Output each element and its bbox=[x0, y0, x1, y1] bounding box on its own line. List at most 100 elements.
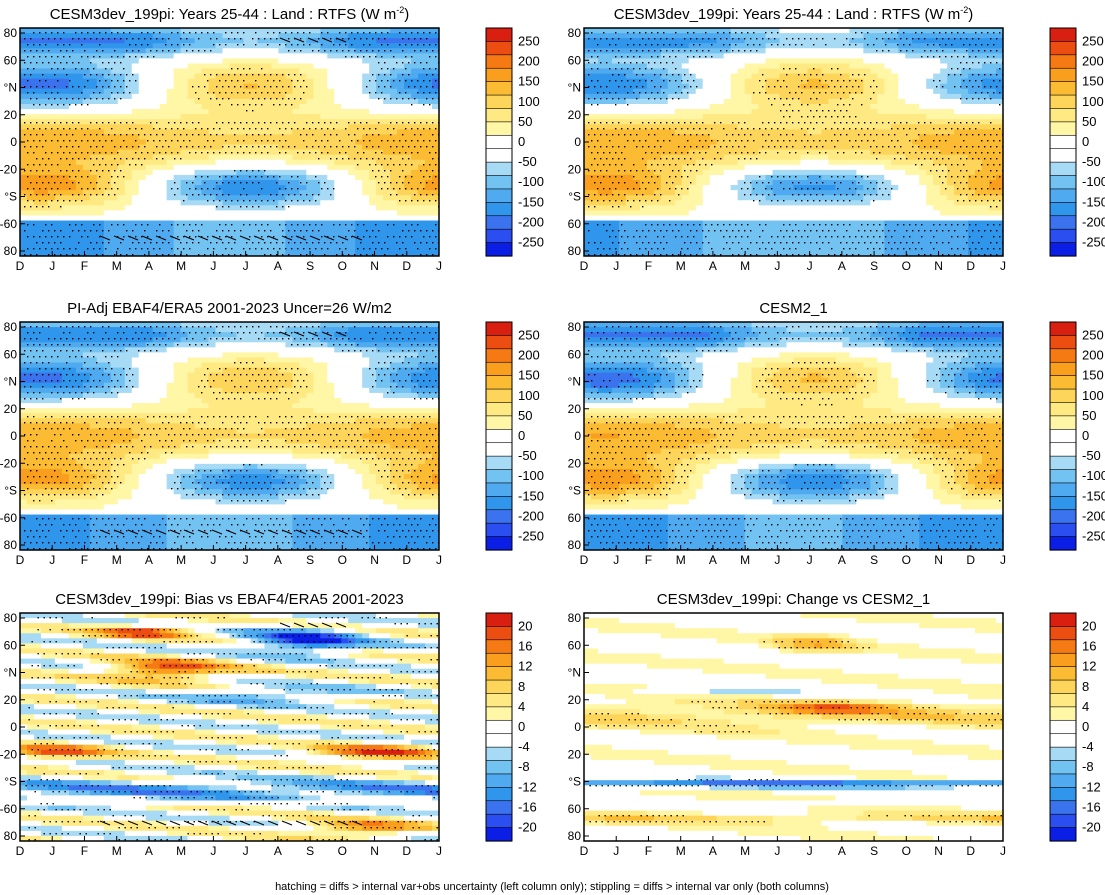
stipple-dot bbox=[36, 62, 38, 64]
stipple-dot bbox=[24, 254, 26, 256]
stipple-dot bbox=[153, 32, 155, 34]
stipple-dot bbox=[285, 200, 287, 202]
heatmap-cell bbox=[124, 134, 133, 141]
heatmap-cell bbox=[926, 58, 934, 65]
heatmap-cell bbox=[187, 48, 196, 54]
heatmap-cell bbox=[208, 104, 217, 110]
stipple-dot bbox=[414, 38, 416, 40]
heatmap-cell bbox=[723, 78, 732, 85]
heatmap-cell bbox=[159, 98, 168, 105]
heatmap-cell bbox=[905, 43, 913, 49]
heatmap-cell bbox=[257, 33, 266, 39]
stipple-dot bbox=[78, 86, 80, 88]
stipple-dot bbox=[294, 146, 296, 148]
heatmap-cell bbox=[653, 78, 662, 85]
heatmap-cell bbox=[751, 53, 760, 59]
heatmap-cell bbox=[124, 190, 133, 196]
heatmap-cell bbox=[229, 104, 238, 110]
heatmap-cell bbox=[89, 33, 98, 39]
stipple-dot bbox=[180, 242, 182, 244]
heatmap-cell bbox=[348, 129, 356, 135]
heatmap-cell bbox=[89, 134, 98, 141]
heatmap-cell bbox=[117, 149, 126, 156]
heatmap-cell bbox=[243, 129, 252, 135]
heatmap-cell bbox=[26, 169, 35, 176]
heatmap-cell bbox=[320, 78, 328, 85]
heatmap-cell bbox=[989, 58, 997, 65]
heatmap-cell bbox=[327, 104, 335, 110]
heatmap-cell bbox=[208, 109, 217, 115]
heatmap-cell bbox=[716, 68, 725, 75]
stipple-dot bbox=[372, 158, 374, 160]
heatmap-cell bbox=[138, 139, 147, 146]
heatmap-cell bbox=[898, 53, 906, 59]
heatmap-cell bbox=[187, 174, 196, 181]
heatmap-cell bbox=[618, 43, 627, 49]
heatmap-cell bbox=[152, 139, 161, 146]
heatmap-cell bbox=[208, 200, 217, 206]
stipple-dot bbox=[33, 104, 35, 106]
heatmap-cell bbox=[96, 174, 105, 181]
heatmap-cell bbox=[432, 124, 439, 130]
heatmap-cell bbox=[744, 83, 753, 90]
heatmap-cell bbox=[390, 205, 398, 211]
heatmap-cell bbox=[313, 240, 321, 247]
heatmap-cell bbox=[54, 83, 63, 90]
heatmap-cell bbox=[264, 235, 272, 242]
heatmap-cell bbox=[138, 220, 147, 227]
stipple-dot bbox=[300, 230, 302, 232]
heatmap-cell bbox=[299, 169, 307, 176]
heatmap-cell bbox=[89, 180, 98, 186]
heatmap-cell bbox=[404, 109, 412, 115]
heatmap-cell bbox=[82, 180, 91, 186]
heatmap-cell bbox=[425, 154, 433, 161]
heatmap-cell bbox=[411, 33, 419, 39]
heatmap-cell bbox=[131, 129, 140, 135]
heatmap-cell bbox=[362, 195, 370, 201]
heatmap-cell bbox=[82, 169, 91, 176]
heatmap-cell bbox=[194, 149, 203, 156]
heatmap-cell bbox=[404, 43, 412, 49]
heatmap-cell bbox=[884, 58, 892, 65]
heatmap-cell bbox=[919, 38, 927, 44]
heatmap-cell bbox=[124, 220, 133, 227]
stipple-dot bbox=[369, 44, 371, 46]
stipple-dot bbox=[117, 164, 119, 166]
heatmap-cell bbox=[229, 78, 238, 85]
heatmap-cell bbox=[404, 154, 412, 161]
heatmap-cell bbox=[264, 185, 272, 191]
stipple-dot bbox=[435, 44, 437, 46]
heatmap-cell bbox=[257, 58, 266, 65]
stipple-dot bbox=[312, 146, 314, 148]
heatmap-cell bbox=[96, 139, 105, 146]
heatmap-cell bbox=[376, 98, 384, 105]
stipple-dot bbox=[177, 248, 179, 250]
heatmap-cell bbox=[257, 98, 266, 105]
heatmap-cell bbox=[299, 240, 307, 247]
stipple-dot bbox=[117, 152, 119, 154]
stipple-dot bbox=[27, 248, 29, 250]
stipple-dot bbox=[81, 92, 83, 94]
heatmap-cell bbox=[26, 210, 35, 217]
heatmap-cell bbox=[404, 119, 412, 125]
stipple-dot bbox=[345, 152, 347, 154]
stipple-dot bbox=[300, 98, 302, 100]
heatmap-cell bbox=[954, 73, 962, 80]
heatmap-cell bbox=[919, 33, 927, 39]
heatmap-cell bbox=[117, 164, 126, 171]
heatmap-cell bbox=[625, 83, 634, 90]
heatmap-cell bbox=[152, 195, 161, 201]
heatmap-cell bbox=[334, 154, 342, 161]
heatmap-cell bbox=[138, 185, 147, 191]
heatmap-cell bbox=[912, 38, 920, 44]
heatmap-cell bbox=[891, 78, 899, 85]
heatmap-cell bbox=[926, 68, 934, 75]
heatmap-cell bbox=[611, 68, 620, 75]
heatmap-cell bbox=[432, 119, 439, 125]
stipple-dot bbox=[291, 176, 293, 178]
stipple-dot bbox=[183, 236, 185, 238]
heatmap-cell bbox=[285, 215, 293, 222]
stipple-dot bbox=[345, 128, 347, 130]
stipple-dot bbox=[429, 236, 431, 238]
heatmap-cell bbox=[89, 124, 98, 130]
